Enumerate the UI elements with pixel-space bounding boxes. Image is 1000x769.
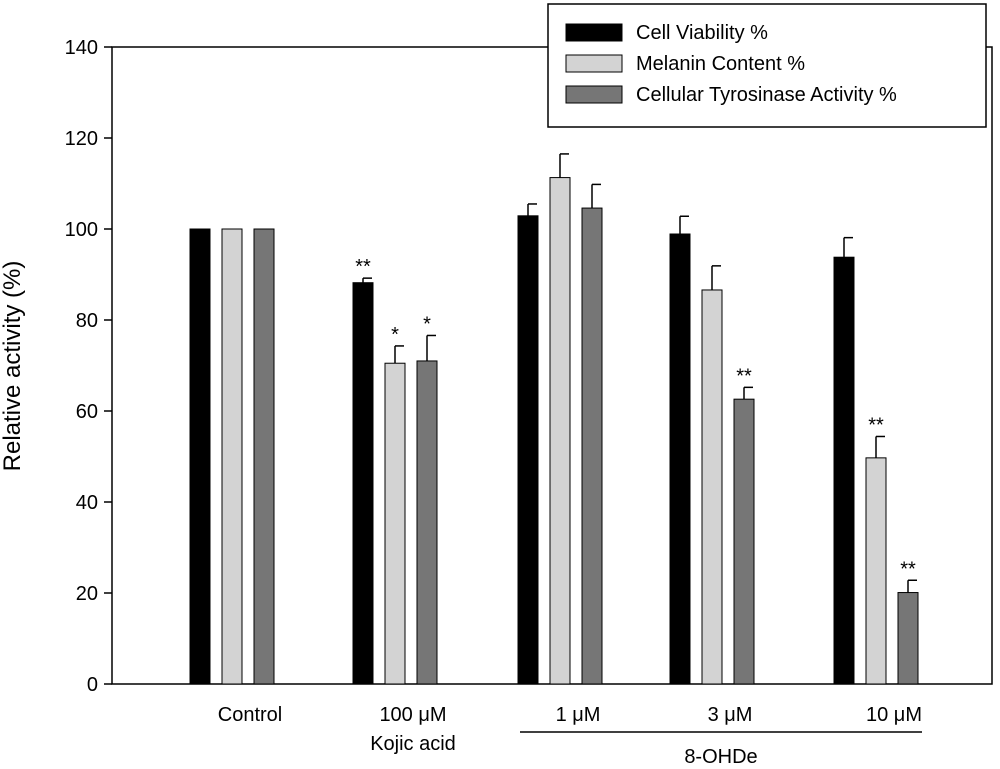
legend-label: Cell Viability % <box>636 22 768 44</box>
y-tick-label: 20 <box>76 583 98 605</box>
y-tick-label: 100 <box>65 219 98 241</box>
bar <box>669 233 691 685</box>
bar <box>865 457 887 685</box>
bar <box>549 177 571 685</box>
y-tick-label: 140 <box>65 37 98 59</box>
bar <box>897 592 919 685</box>
x-tick-label: 100 μM <box>379 704 446 726</box>
legend-swatch <box>565 85 623 104</box>
significance-mark: ** <box>868 414 884 436</box>
legend: Cell Viability % Melanin Content % Cellula… <box>547 3 987 128</box>
bars-layer: ********** <box>189 153 919 685</box>
significance-mark: ** <box>355 256 371 278</box>
bar <box>416 360 438 685</box>
significance-mark: ** <box>900 558 916 580</box>
bar <box>581 207 603 685</box>
y-tick-label: 40 <box>76 492 98 514</box>
legend-label: Melanin Content % <box>636 53 805 75</box>
legend-swatch <box>565 54 623 73</box>
x-tick-sublabel: Kojic acid <box>370 733 456 755</box>
bar <box>384 362 406 685</box>
x-tick-label: 10 μM <box>866 704 922 726</box>
bar <box>352 282 374 685</box>
bar <box>833 256 855 685</box>
bar <box>189 228 211 685</box>
y-tick-label: 60 <box>76 401 98 423</box>
x-tick-label: 1 μM <box>556 704 601 726</box>
significance-mark: * <box>391 324 399 346</box>
bar <box>517 215 539 685</box>
y-axis-label: Relative activity (%) <box>0 261 26 472</box>
bar <box>733 398 755 685</box>
bar <box>221 228 243 685</box>
bar <box>701 289 723 685</box>
significance-mark: ** <box>736 365 752 387</box>
group-label: 8-OHDe <box>684 746 757 768</box>
x-tick-label: 3 μM <box>708 704 753 726</box>
legend-swatch <box>565 23 623 42</box>
significance-mark: * <box>423 313 431 335</box>
x-tick-label: Control <box>218 704 282 726</box>
legend-label: Cellular Tyrosinase Activity % <box>636 84 897 106</box>
y-tick-label: 120 <box>65 128 98 150</box>
x-axis: Control 100 μM Kojic acid 1 μM 3 μM 10 μM 8-OH… <box>218 704 922 768</box>
y-tick-label: 0 <box>87 674 98 696</box>
y-axis: 0 20 40 60 80 100 120 140 <box>65 37 112 696</box>
y-tick-label: 80 <box>76 310 98 332</box>
bar <box>253 228 275 685</box>
